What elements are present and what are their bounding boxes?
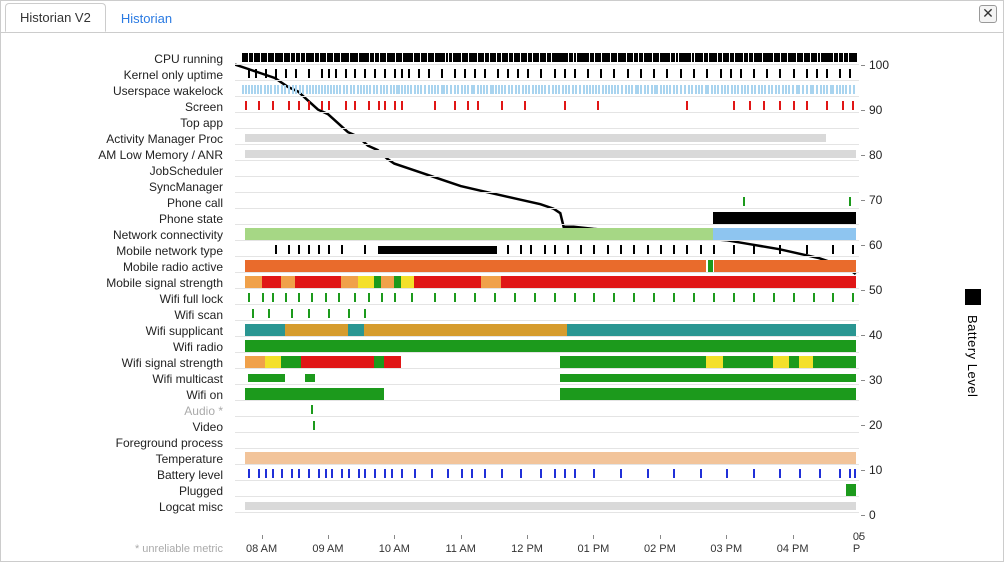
timeline-lane: [235, 291, 859, 307]
timeline-lane: [235, 163, 859, 179]
y-tick-label: 70: [869, 193, 882, 207]
timeline-chart: CPU runningKernel only uptimeUserspace w…: [7, 41, 995, 557]
row-label: JobScheduler: [7, 163, 229, 179]
row-label: Plugged: [7, 483, 229, 499]
row-label: Top app: [7, 115, 229, 131]
x-tick-label: 01 PM: [578, 543, 610, 555]
timeline-lane: [235, 131, 859, 147]
y-tick-label: 100: [869, 58, 889, 72]
footnote-text: * unreliable metric: [7, 543, 229, 555]
timeline-lane: [235, 499, 859, 515]
row-label: CPU running: [7, 51, 229, 67]
tab-historian[interactable]: Historian: [106, 4, 187, 32]
y-tick-label: 0: [869, 508, 876, 522]
x-tick-label: 04 PM: [777, 543, 809, 555]
y-axis-legend: Battery Level: [965, 289, 981, 397]
y-tick-label: 40: [869, 328, 882, 342]
timeline-lane: [235, 195, 859, 211]
row-label: Wifi scan: [7, 307, 229, 323]
row-label: Audio *: [7, 403, 229, 419]
row-label: Network connectivity: [7, 227, 229, 243]
row-label: Phone call: [7, 195, 229, 211]
battery-level-marker: [965, 289, 981, 305]
timeline-lane: [235, 147, 859, 163]
x-tick-label: 11 AM: [446, 543, 476, 555]
timeline-lane: [235, 435, 859, 451]
timeline-lane: [235, 387, 859, 403]
row-label: Wifi supplicant: [7, 323, 229, 339]
row-label: Battery level: [7, 467, 229, 483]
timeline-lane: [235, 243, 859, 259]
timeline-lane: [235, 419, 859, 435]
timeline-lane: [235, 51, 859, 67]
y-tick-label: 30: [869, 373, 882, 387]
timeline-lane: [235, 307, 859, 323]
row-label: Video: [7, 419, 229, 435]
x-tick-label: 08 AM: [246, 543, 277, 555]
y-tick-label: 80: [869, 148, 882, 162]
row-label: Wifi full lock: [7, 291, 229, 307]
row-label: Wifi multicast: [7, 371, 229, 387]
x-tick-label: 05 P: [853, 531, 865, 555]
tab-underline: [1, 32, 1003, 33]
timeline-lane: [235, 323, 859, 339]
y-tick-label: 20: [869, 418, 882, 432]
y-tick-label: 50: [869, 283, 882, 297]
row-label: Screen: [7, 99, 229, 115]
timeline-lane: [235, 339, 859, 355]
row-label: Activity Manager Proc: [7, 131, 229, 147]
tab-historian-v2[interactable]: Historian V2: [5, 3, 106, 32]
row-label: Temperature: [7, 451, 229, 467]
timeline-lane: [235, 259, 859, 275]
timeline-lane: [235, 355, 859, 371]
x-tick-label: 12 PM: [511, 543, 543, 555]
y-tick-label: 60: [869, 238, 882, 252]
row-label: AM Low Memory / ANR: [7, 147, 229, 163]
timeline-lane: [235, 467, 859, 483]
y-axis-title: Battery Level: [965, 315, 980, 397]
timeline-lane: [235, 483, 859, 499]
row-label: Wifi signal strength: [7, 355, 229, 371]
row-label: Wifi on: [7, 387, 229, 403]
x-tick-label: 03 PM: [710, 543, 742, 555]
timeline-lane: [235, 115, 859, 131]
timeline-lane: [235, 211, 859, 227]
row-label: Mobile network type: [7, 243, 229, 259]
row-label: Foreground process: [7, 435, 229, 451]
x-tick-label: 10 AM: [379, 543, 410, 555]
timeline-lane: [235, 371, 859, 387]
timeline-lane: [235, 275, 859, 291]
y-tick-label: 10: [869, 463, 882, 477]
timeline-lane: [235, 83, 859, 99]
row-label: Userspace wakelock: [7, 83, 229, 99]
timeline-lane: [235, 451, 859, 467]
timeline-lane: [235, 403, 859, 419]
row-label: Logcat misc: [7, 499, 229, 515]
row-label: SyncManager: [7, 179, 229, 195]
y-tick-label: 90: [869, 103, 882, 117]
close-button[interactable]: ✕: [979, 5, 997, 23]
row-label: Mobile radio active: [7, 259, 229, 275]
timeline-lane: [235, 179, 859, 195]
row-label: Phone state: [7, 211, 229, 227]
timeline-lane: [235, 99, 859, 115]
row-label: Kernel only uptime: [7, 67, 229, 83]
x-tick-label: 09 AM: [312, 543, 343, 555]
row-label: Mobile signal strength: [7, 275, 229, 291]
x-tick-label: 02 PM: [644, 543, 676, 555]
timeline-lane: [235, 67, 859, 83]
row-label: Wifi radio: [7, 339, 229, 355]
timeline-lane: [235, 227, 859, 243]
